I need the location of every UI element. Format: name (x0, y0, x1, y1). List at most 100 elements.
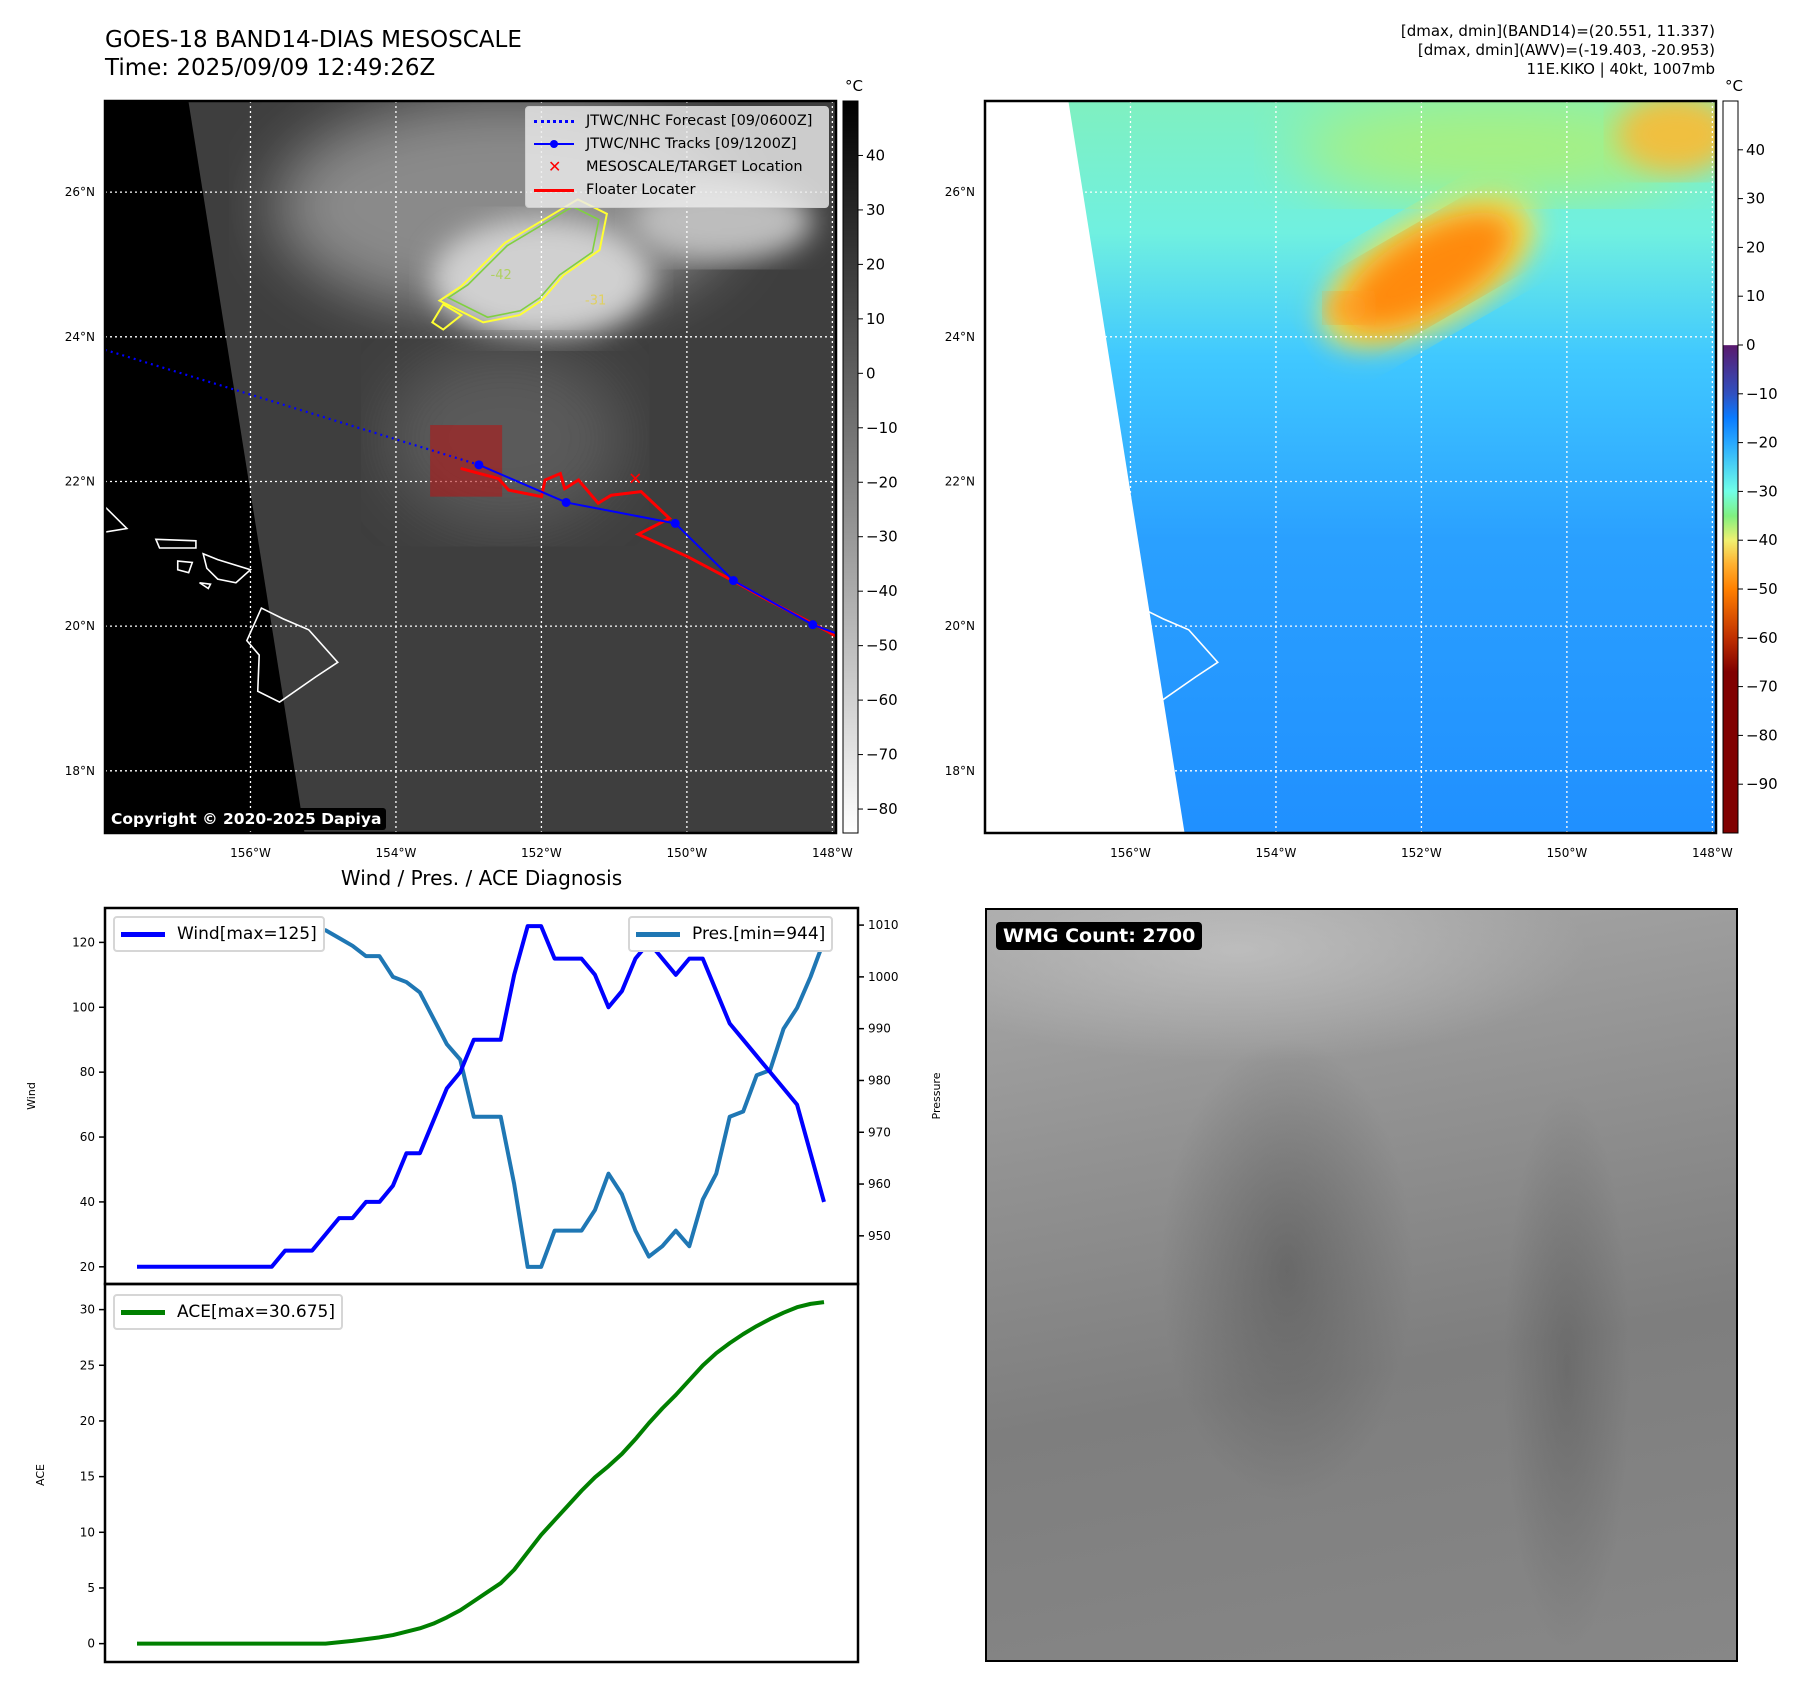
coastline (1056, 560, 1074, 574)
lat-tick-label: 22°N (65, 474, 95, 488)
coastline (154, 538, 197, 549)
legend-floater: Floater Locater (586, 182, 696, 198)
ace-axis-tick-label: 20 (80, 1414, 95, 1428)
info-storm: 11E.KIKO | 40kt, 1007mb (1526, 60, 1715, 78)
wind-axis-tick-label: 20 (80, 1260, 95, 1274)
colorbar-tick-label: −80 (866, 800, 898, 818)
lat-tick-label: 26°N (65, 185, 95, 199)
lon-tick-label: 154°W (1256, 846, 1297, 860)
lat-tick-label: 24°N (65, 330, 95, 344)
contour-green (446, 205, 600, 319)
ace-axis-tick-label: 5 (87, 1581, 95, 1595)
mesoscale-box (430, 425, 503, 497)
target-location-marker: ✕ (628, 470, 642, 490)
pressure-axis-label: Pressure (930, 1072, 943, 1119)
cold-top-orange (1344, 212, 1514, 331)
coastline (105, 505, 129, 533)
awv-map-panel[interactable]: 156°W 154°W 152°W 150°W 148°W 18°N 20°N 22°N 24°… (945, 94, 1736, 860)
track-point (808, 620, 818, 630)
map-frame (983, 99, 1718, 835)
legend-wind-label: Wind[max=125] (177, 924, 317, 944)
wind-axis-label: Wind (25, 1082, 38, 1110)
wind-axis-tick-label: 80 (80, 1065, 95, 1079)
line-marker-icon (534, 137, 574, 151)
colorbar-tick-label: −90 (1746, 775, 1778, 793)
wind-pressure-chart: 20 40 60 80 100 120 950 960 970 980 990 1000 1010 Win… (25, 906, 943, 1286)
legend-pressure-label: Pres.[min=944] (692, 924, 826, 944)
legend-wind: Wind[max=125] (113, 916, 325, 952)
map-legend: JTWC/NHC Forecast [09/0600Z] JTWC/NHC Tr… (525, 106, 829, 208)
pressure-axis-tick-label: 970 (868, 1125, 891, 1139)
colorbar-tick-label: −10 (1746, 385, 1778, 403)
legend-ace: ACE[max=30.675] (113, 1294, 343, 1330)
track-point (670, 518, 680, 528)
ace-axis-tick-label: 0 (87, 1637, 95, 1651)
coastline (1125, 606, 1219, 704)
lon-tick-label: 148°W (1692, 846, 1733, 860)
moist-band (1294, 101, 1695, 199)
contour-yellow-small (430, 302, 464, 331)
colorbar-tick-label: −70 (1746, 678, 1778, 696)
ace-axis-tick-label: 25 (80, 1358, 95, 1372)
wind-axis-tick-label: 100 (72, 1000, 95, 1014)
wmg-panel: WMG Count: 2700 (985, 908, 1738, 1662)
info-band14-range: [dmax, dmin](BAND14)=(20.551, 11.337) (1400, 22, 1715, 40)
lat-tick-label: 22°N (945, 474, 975, 488)
plot-area (105, 908, 858, 1284)
lat-tick-label: 20°N (65, 619, 95, 633)
lon-tick-label: 150°W (1546, 846, 1587, 860)
ace-line (137, 1300, 825, 1646)
lat-tick-label: 26°N (945, 185, 975, 199)
pressure-axis-tick-label: 980 (868, 1073, 891, 1087)
wmg-count-label: WMG Count: 2700 (996, 922, 1203, 950)
pressure-axis-tick-label: 950 (868, 1229, 891, 1243)
colorbar-tick-label: 0 (866, 364, 876, 382)
ace-chart: 0 5 10 15 20 25 30 ACE (34, 1282, 860, 1664)
figure-time: Time: 2025/09/09 12:49:26Z (105, 55, 436, 81)
colorbar-tick-label: −50 (866, 637, 898, 655)
coastline (202, 552, 253, 584)
colorbar-band14: °C 40 30 20 10 0 −10 −20 −30 −40 −50 −60 −70 −80 (842, 77, 898, 834)
map-imagery: -42 -31 ✕ (105, 101, 836, 833)
colorbar-tick-label: 0 (1746, 336, 1756, 354)
coastline (176, 560, 194, 574)
legend-pressure: Pres.[min=944] (628, 916, 834, 952)
contour-yellow (437, 198, 609, 324)
coastline (199, 581, 212, 590)
copyright-label: Copyright © 2020-2025 Dapiya (106, 808, 387, 830)
lon-tick-label: 154°W (376, 846, 417, 860)
coastline (1082, 552, 1133, 584)
lat-tick-label: 18°N (65, 764, 95, 778)
colorbar-unit: °C (1725, 77, 1743, 95)
colorbar-tick-label: 10 (1746, 287, 1765, 305)
legend-ace-label: ACE[max=30.675] (177, 1302, 335, 1322)
colorbar-tick-label: −20 (866, 473, 898, 491)
x-marker-icon: ✕ (548, 157, 562, 176)
ace-axis-tick-label: 30 (80, 1303, 95, 1317)
colorbar-tick-label: −10 (866, 419, 898, 437)
colorbar-tick-label: 30 (1746, 190, 1765, 208)
pressure-axis-tick-label: 960 (868, 1177, 891, 1191)
lon-tick-label: 148°W (812, 846, 853, 860)
coastline (1079, 581, 1092, 590)
colorbar-bar (842, 100, 859, 834)
track-point (728, 576, 738, 586)
lon-tick-label: 156°W (230, 846, 271, 860)
colorbar-unit: °C (845, 77, 863, 95)
colorbar-tick-label: −70 (866, 746, 898, 764)
colorbar-awv: °C 40 30 20 10 0 −10 −20 −30 −40 −50 −60 −70 −80 −90 (1722, 77, 1778, 834)
lat-tick-label: 20°N (945, 619, 975, 633)
ir-map-panel[interactable]: -42 -31 ✕ 156°W 154°W 152°W 150°W 148°W 18°N 20°N… (65, 97, 853, 860)
wind-axis-tick-label: 60 (80, 1130, 95, 1144)
colorbar-tick-label: 20 (1746, 238, 1765, 256)
colorbar-tick-label: −80 (1746, 726, 1778, 744)
lat-tick-label: 24°N (945, 330, 975, 344)
colorbar-tick-label: 40 (866, 146, 885, 164)
track-point (561, 497, 571, 507)
coastline (245, 606, 339, 704)
colorbar-tick-label: −40 (1746, 531, 1778, 549)
lon-tick-label: 156°W (1110, 846, 1151, 860)
info-awv-range: [dmax, dmin](AWV)=(-19.403, -20.953) (1417, 41, 1715, 59)
ace-axis-label: ACE (34, 1464, 47, 1486)
colorbar-tick-label: 20 (866, 255, 885, 273)
